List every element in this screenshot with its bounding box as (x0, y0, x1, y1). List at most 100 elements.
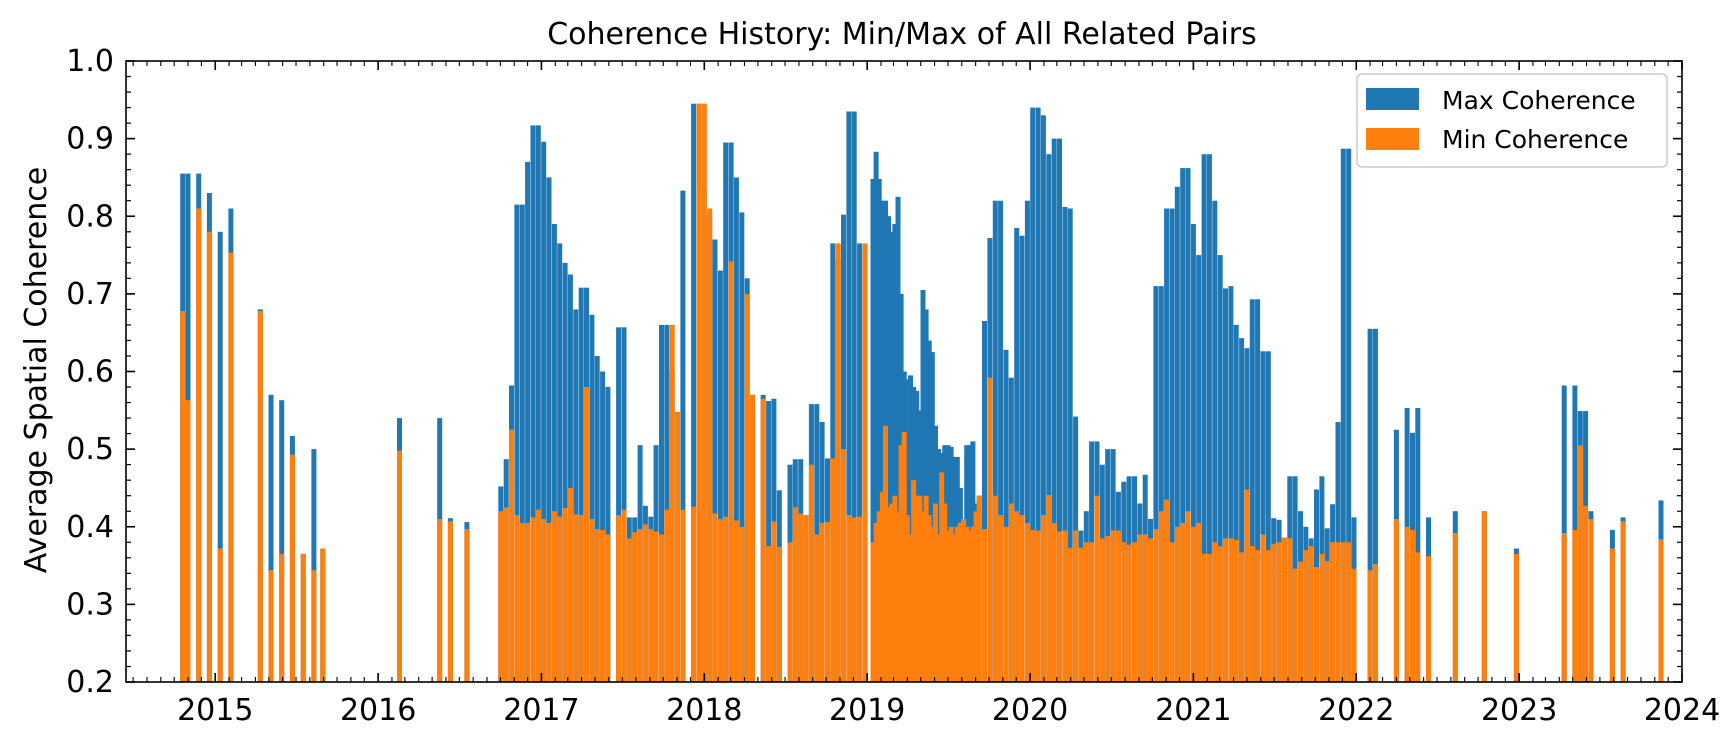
min-coherence-bar (1078, 547, 1084, 682)
min-coherence-bar (728, 261, 734, 682)
min-coherence-bar (1324, 560, 1330, 682)
min-coherence-bar (1137, 534, 1143, 682)
min-coherence-bar (1588, 519, 1594, 682)
chart-title: Coherence History: Min/Max of All Relate… (547, 17, 1257, 52)
min-coherence-bar (744, 293, 750, 682)
min-coherence-bar (1094, 495, 1100, 682)
x-tick-label: 2015 (177, 693, 253, 728)
y-tick-label: 0.4 (66, 510, 114, 545)
min-coherence-bar (664, 509, 670, 682)
min-coherence-bar (464, 529, 470, 682)
min-coherence-bar (992, 495, 998, 682)
max-coherence-bar (846, 111, 852, 682)
min-coherence-bar (1174, 526, 1180, 683)
min-coherence-bar (1249, 546, 1255, 682)
max-coherence-bar (268, 394, 274, 682)
min-coherence-bar (206, 231, 212, 683)
min-coherence-bar (920, 511, 926, 682)
max-coherence-bar (691, 103, 697, 682)
max-coherence-bar (1367, 328, 1373, 682)
min-coherence-bar (589, 519, 595, 682)
min-coherence-bar (1228, 538, 1234, 682)
x-tick-label: 2021 (1155, 693, 1231, 728)
min-coherence-bar (1410, 529, 1415, 682)
min-coherence-bar (1008, 503, 1014, 682)
min-coherence-bar (525, 522, 531, 682)
x-tick-label: 2022 (1318, 693, 1394, 728)
max-coherence-bar (1051, 138, 1057, 683)
min-coherence-bar (951, 534, 957, 682)
y-tick-label: 0.8 (66, 199, 114, 234)
min-coherence-bar (870, 542, 876, 682)
max-coherence-bar (600, 371, 606, 682)
min-coherence-bar (1126, 544, 1132, 682)
min-coherence-bar (976, 495, 982, 682)
max-coherence-bar (217, 231, 223, 683)
min-coherence-bar (1281, 537, 1287, 682)
legend-box (1356, 73, 1668, 168)
max-coherence-bar (1169, 208, 1175, 682)
min-coherence-bar (1142, 534, 1148, 682)
y-tick-label: 0.5 (66, 432, 114, 467)
min-coherence-bar (939, 472, 945, 682)
min-coherence-bar (857, 516, 863, 682)
min-coherence-bar (1287, 538, 1293, 682)
legend-label-max: Max Coherence (1442, 86, 1636, 115)
min-coherence-bar (1153, 529, 1159, 682)
min-coherence-bar (967, 530, 973, 682)
max-coherence-bar (879, 200, 885, 682)
max-coherence-bar (712, 239, 718, 682)
min-coherence-bar (1265, 550, 1271, 682)
min-coherence-bar (733, 520, 739, 682)
max-coherence-bar (766, 401, 772, 682)
max-coherence-bar (1185, 168, 1191, 683)
min-coherence-bar (717, 519, 723, 682)
min-coherence-bar (1372, 564, 1378, 682)
max-coherence-bar (1223, 288, 1228, 682)
max-coherence-bar (739, 212, 745, 682)
max-coherence-bar (589, 314, 595, 682)
min-coherence-bar (503, 507, 509, 682)
max-coherence-bar (594, 356, 600, 682)
max-coherence-bar (1014, 227, 1020, 682)
max-coherence-bar (1372, 328, 1378, 682)
min-coherence-bar (830, 458, 836, 682)
min-coherence-bar (876, 511, 882, 682)
min-coherence-bar (180, 311, 186, 682)
legend: Max Coherence Min Coherence (1356, 73, 1668, 168)
min-coherence-bar (1346, 542, 1352, 682)
min-coherence-bar (1217, 546, 1223, 682)
x-tick-label: 2024 (1644, 693, 1720, 728)
max-coherence-bar (514, 204, 520, 682)
min-coherence-bar (530, 517, 536, 682)
min-coherence-bar (1180, 522, 1186, 682)
min-coherence-bar (879, 491, 885, 682)
min-coherence-bar (509, 429, 514, 682)
min-coherence-bar (889, 503, 895, 682)
min-coherence-bar (957, 522, 963, 682)
y-tick-label: 0.7 (66, 277, 114, 312)
max-coherence-bar (876, 179, 882, 682)
min-coherence-bar (901, 432, 907, 682)
min-coherence-bar (1051, 522, 1057, 682)
max-coherence-bar (1024, 200, 1030, 682)
max-coherence-bar (886, 216, 892, 682)
max-coherence-bar (519, 204, 525, 682)
min-coherence-bar (1030, 529, 1036, 682)
min-coherence-bar (1035, 530, 1041, 682)
min-coherence-bar (1121, 542, 1127, 682)
max-coherence-bar (1057, 138, 1062, 683)
min-coherence-bar (1335, 542, 1341, 682)
max-coherence-bar (889, 231, 895, 683)
max-coherence-bar (1040, 115, 1046, 683)
min-coherence-bar (605, 534, 611, 682)
y-tick-label: 0.2 (66, 665, 114, 700)
min-coherence-bar (835, 243, 841, 682)
max-coherence-bar (1212, 200, 1218, 682)
min-coherence-bar (1426, 556, 1431, 682)
min-coherence-bar (1073, 530, 1079, 682)
min-coherence-bar (825, 522, 830, 682)
min-coherence-bar (873, 522, 879, 682)
max-coherence-bar (1260, 351, 1266, 682)
